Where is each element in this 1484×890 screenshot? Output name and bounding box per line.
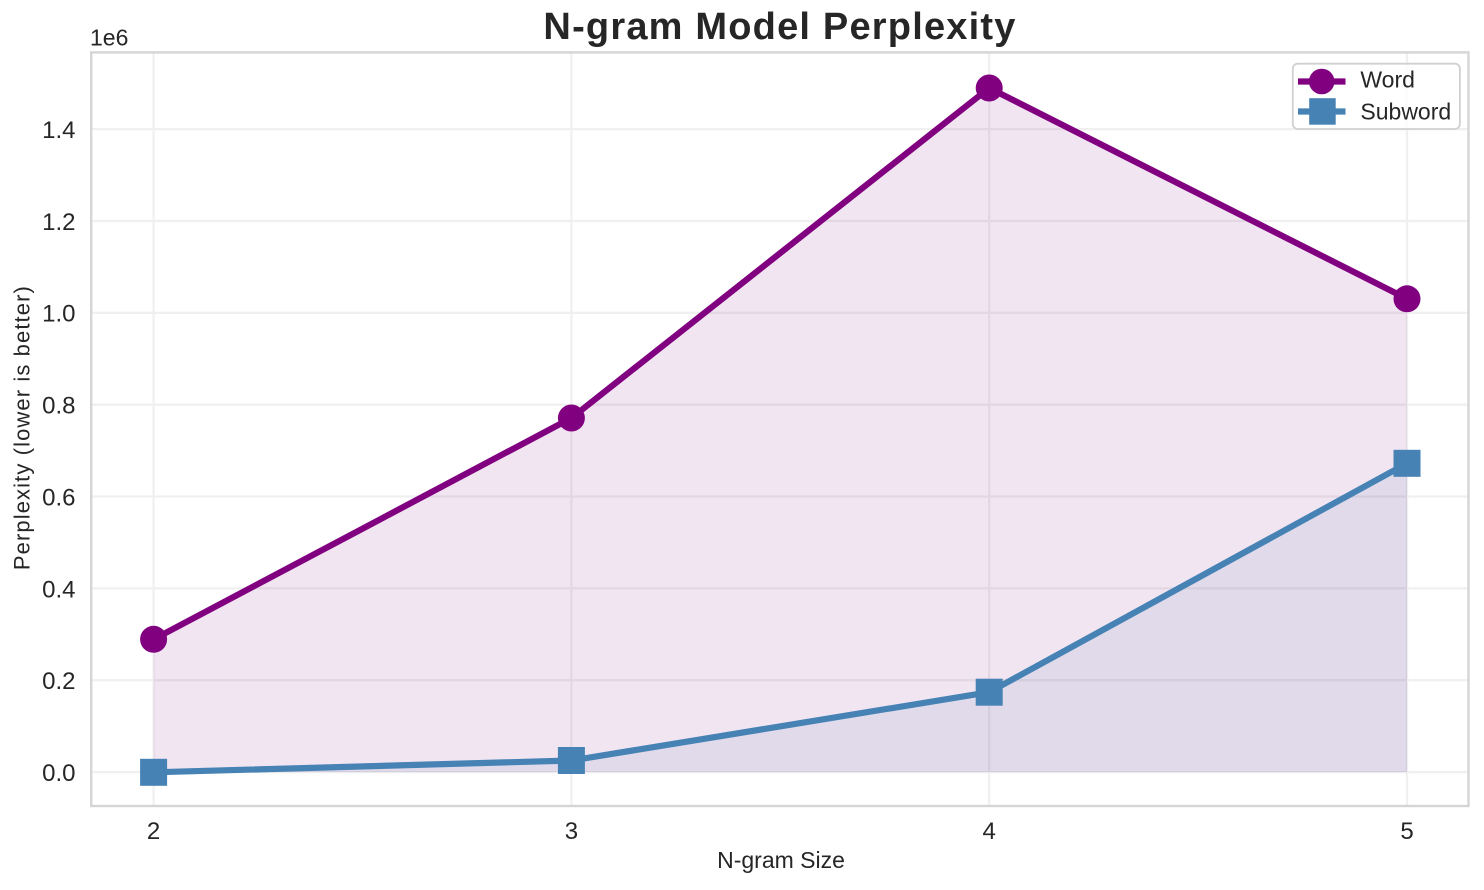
svg-text:4: 4 [983, 818, 996, 845]
svg-text:5: 5 [1400, 818, 1413, 845]
svg-text:0.2: 0.2 [42, 668, 75, 695]
svg-text:Perplexity (lower is better): Perplexity (lower is better) [10, 285, 35, 570]
svg-text:0.4: 0.4 [42, 576, 75, 603]
svg-text:0.0: 0.0 [42, 760, 75, 787]
svg-text:1.2: 1.2 [42, 209, 75, 236]
svg-text:1.0: 1.0 [42, 301, 75, 328]
svg-text:3: 3 [565, 818, 578, 845]
svg-text:2: 2 [147, 818, 160, 845]
svg-text:N-gram Model Perplexity: N-gram Model Perplexity [543, 6, 1016, 48]
svg-text:N-gram Size: N-gram Size [717, 847, 845, 873]
svg-text:1e6: 1e6 [90, 25, 128, 51]
svg-text:Word: Word [1360, 67, 1415, 93]
svg-text:Subword: Subword [1360, 99, 1451, 125]
svg-text:0.6: 0.6 [42, 484, 75, 511]
svg-text:1.4: 1.4 [42, 117, 75, 144]
svg-text:0.8: 0.8 [42, 393, 75, 420]
